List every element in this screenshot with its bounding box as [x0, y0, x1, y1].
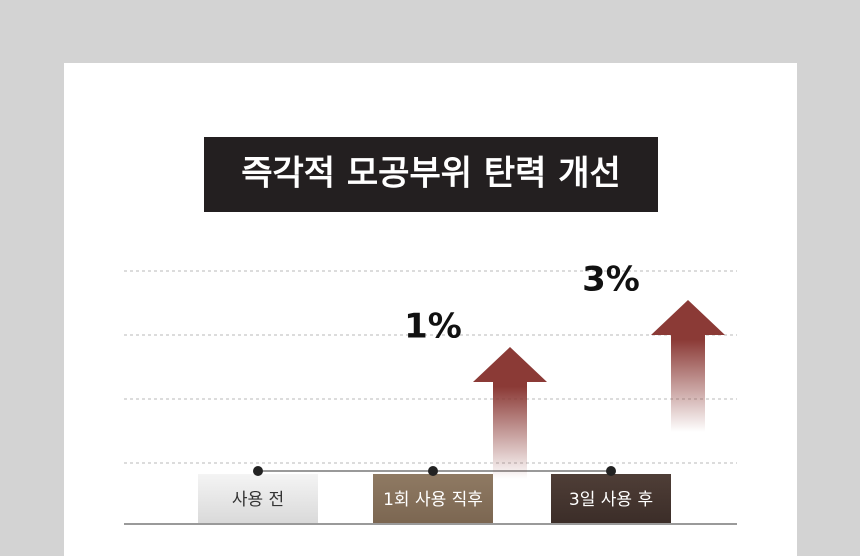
grid [124, 270, 737, 464]
value-label: 3% [582, 260, 640, 300]
category-label: 사용 전 [232, 490, 284, 510]
category-box [551, 474, 671, 524]
marker-dot [606, 466, 616, 476]
plot: 사용 전 1회 사용 직후 1% 3일 사용 후 3% [198, 260, 725, 524]
category-box [373, 474, 493, 524]
category-label: 1회 사용 직후 [383, 490, 483, 510]
title-box [204, 137, 658, 212]
marker-dot [428, 466, 438, 476]
marker-dot [253, 466, 263, 476]
category-label: 3일 사용 후 [569, 490, 653, 510]
chart-title: 즉각적 모공부위 탄력 개선 [241, 154, 621, 194]
arrow [473, 347, 547, 479]
category-box [198, 474, 318, 524]
arrow [651, 300, 725, 432]
value-label: 1% [404, 307, 462, 347]
